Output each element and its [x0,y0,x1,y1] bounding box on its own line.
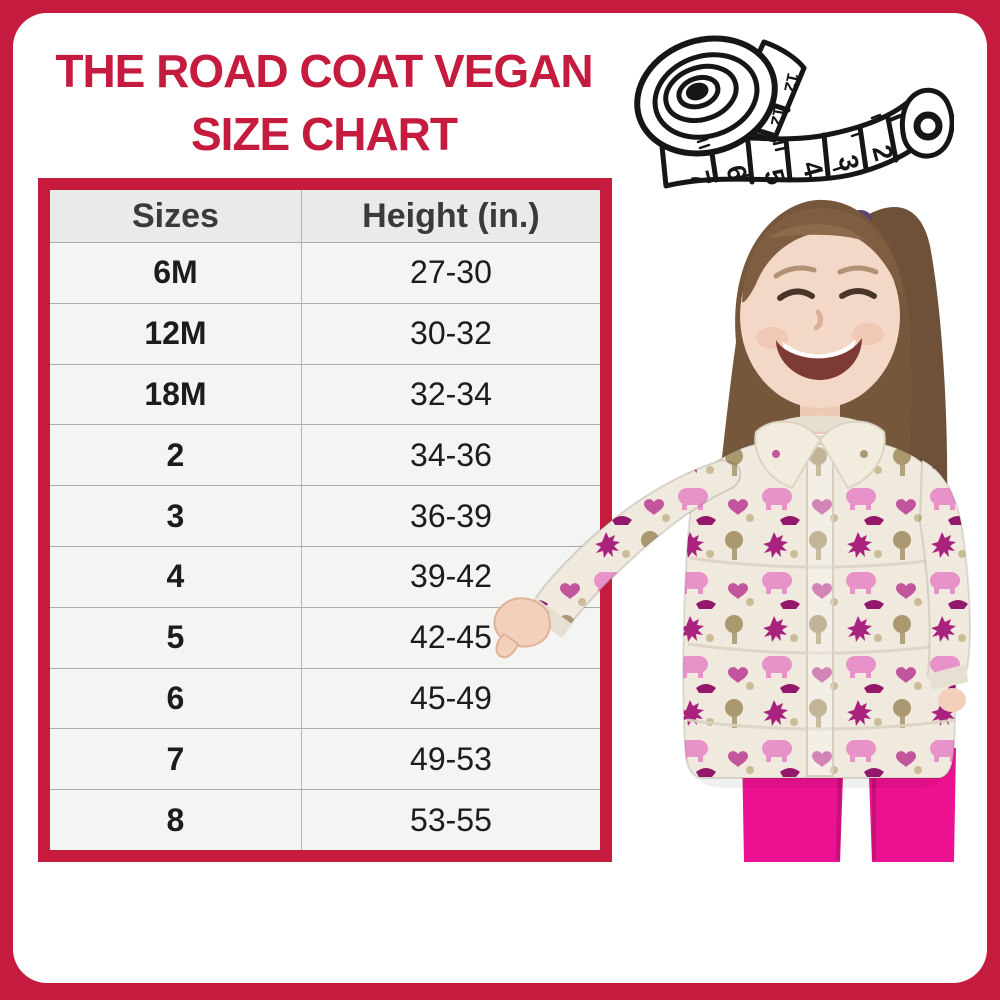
eye-right [839,288,877,299]
tape-number: 3 [832,152,865,174]
tape-number: 4 [796,158,829,180]
table-row: 7 49-53 [50,728,600,790]
eye-left [777,288,815,301]
title-line-1: THE ROAD COAT VEGAN [55,45,593,97]
height-cell: 36-39 [410,497,492,534]
size-cell: 12M [50,303,302,364]
size-cell: 4 [50,546,302,607]
table-row: 12M 30-32 [50,302,600,364]
teeth [782,339,856,359]
height-cell: 32-34 [410,375,492,412]
height-cell: 30-32 [410,315,492,352]
height-cell: 34-36 [410,436,492,473]
tape-coil [634,35,778,157]
arm-right-sleeve [918,458,971,684]
size-cell: 6M [50,243,302,303]
column-header-height: Height (in.) [362,196,540,235]
table-row: 18M 32-34 [50,363,600,425]
hand-right [938,688,966,712]
nose [813,309,824,331]
title-line-2: SIZE CHART [191,108,458,160]
tape-number: 6 [720,162,753,184]
mouth [776,338,862,380]
height-cell: 27-30 [410,254,492,291]
size-cell: 5 [50,607,302,668]
table-row: 6 45-49 [50,667,600,729]
child-photo [493,199,971,862]
size-cell: 7 [50,729,302,790]
size-cell: 8 [50,790,302,850]
table-row: 4 39-42 [50,545,600,607]
height-cell: 49-53 [410,740,492,777]
table-row: 8 53-55 [50,789,600,850]
size-cell: 2 [50,425,302,486]
height-cell: 42-45 [410,619,492,656]
arm-left-sleeve [530,458,742,632]
measuring-tape-icon: 7 6 5 4 3 2 12 12 [634,35,954,190]
size-cell: 18M [50,364,302,425]
collar-right [818,420,886,490]
face-features [773,265,879,331]
tape-roll-number: 12 [780,71,803,93]
coat-placket [806,443,834,777]
tape-number: 7 [684,168,717,190]
pointing-finger [495,632,520,659]
column-header-sizes: Sizes [50,190,302,242]
tape-end-hole [913,111,943,141]
size-cell: 3 [50,486,302,546]
height-cell: 53-55 [410,801,492,838]
arm-right-cuff [928,664,968,690]
size-cell: 6 [50,668,302,729]
table-row: 6M 27-30 [50,242,600,303]
tape-number: 2 [866,142,899,164]
tape-number: 5 [758,166,791,188]
height-cell: 45-49 [410,679,492,716]
page-title: THE ROAD COAT VEGAN SIZE CHART [30,40,618,166]
table-row: 3 36-39 [50,485,600,546]
height-cell: 39-42 [410,558,492,595]
table-row: 2 34-36 [50,424,600,486]
tape-roll-number: 12 [767,105,789,127]
table-header-row: Sizes Height (in.) [50,190,600,242]
